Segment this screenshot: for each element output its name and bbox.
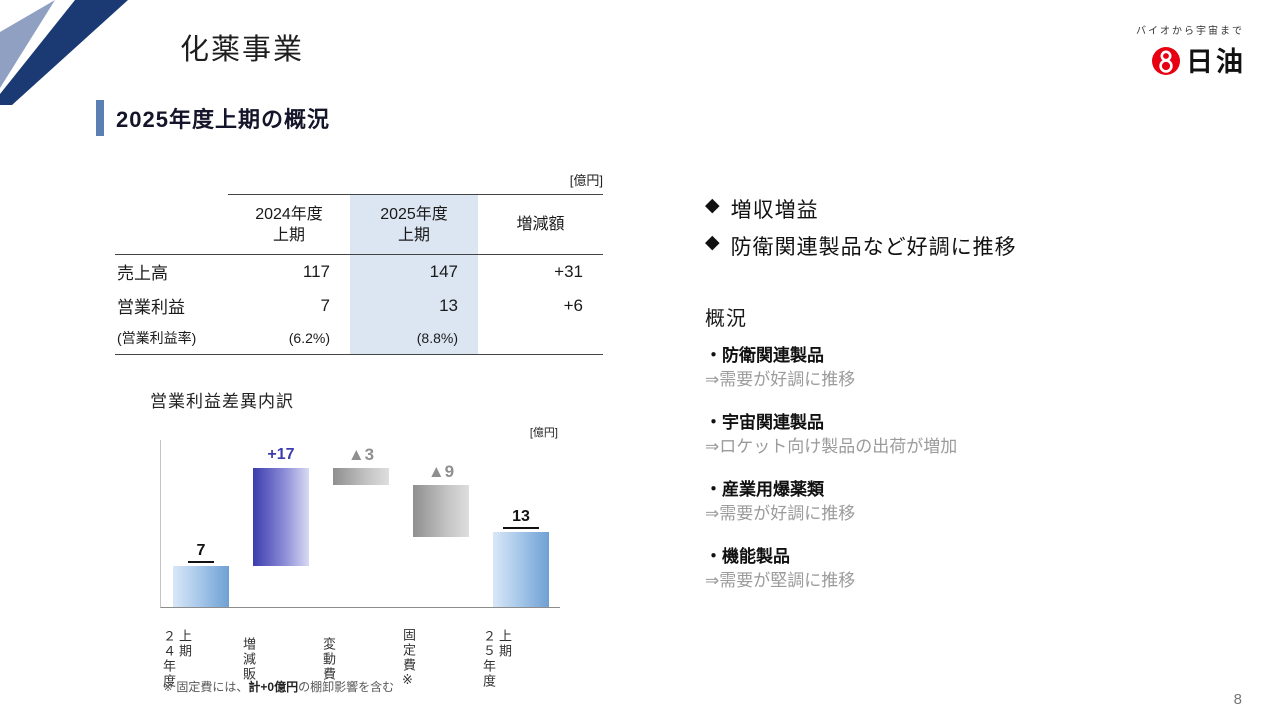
chart-footnote: ※ 固定費には、計+0億円の棚卸影響を含む: [163, 680, 395, 694]
section-heading-text: 2025年度上期の概況: [116, 107, 330, 132]
cell-change: +6: [563, 295, 583, 315]
table-row: 営業利益 7 13 +6: [115, 288, 603, 323]
accent-bar: [96, 100, 104, 136]
waterfall-bar-column: 7: [161, 541, 241, 607]
overview-section: 概況 ・防衛関連製品 ⇒需要が好調に推移 ・宇宙関連製品 ⇒ロケット向け製品の出…: [705, 302, 957, 612]
diamond-bullet-icon: ◆: [705, 195, 721, 216]
table-header-empty: [115, 194, 228, 255]
overview-item-title: ・産業用爆薬類: [705, 480, 824, 499]
waterfall-value-label: 7: [187, 541, 215, 564]
waterfall-value-label: +17: [267, 445, 295, 463]
chart-title: 営業利益差異内訳: [150, 392, 294, 411]
waterfall-bar: [173, 566, 229, 607]
overview-item-desc: ⇒需要が好調に推移: [705, 370, 856, 389]
row-label: 売上高: [117, 264, 168, 284]
overview-item-desc: ⇒需要が好調に推移: [705, 504, 856, 523]
highlight-text: 防衛関連製品など好調に推移: [730, 236, 1017, 259]
page-title: 化薬事業: [180, 34, 305, 66]
overview-item-desc: ⇒ロケット向け製品の出荷が増加: [705, 437, 958, 456]
waterfall-bar-column: ▲3: [321, 445, 401, 607]
row-label: 営業利益: [117, 298, 185, 317]
overview-item: ・産業用爆薬類 ⇒需要が好調に推移: [705, 478, 957, 526]
table-unit-label: [億円]: [569, 173, 603, 188]
diamond-bullet-icon: ◆: [705, 232, 721, 253]
table-row: 売上高 117 147 +31: [115, 254, 603, 289]
row-label: (営業利益率): [115, 322, 228, 355]
waterfall-value-label: ▲9: [427, 462, 455, 482]
financial-table: 2024年度 上期 2025年度 上期 増減額 売上高 117 147 +31 …: [115, 194, 603, 355]
overview-item: ・宇宙関連製品 ⇒ロケット向け製品の出荷が増加: [705, 411, 957, 459]
cell-fy2025: 147: [350, 254, 478, 289]
waterfall-bar: [253, 467, 309, 567]
highlights: ◆ 増収増益 ◆ 防衛関連製品など好調に推移: [705, 194, 1017, 268]
logo-mark-icon: [1152, 46, 1180, 75]
waterfall-value-label: ▲3: [347, 444, 375, 464]
highlight-item: ◆ 防衛関連製品など好調に推移: [705, 231, 1017, 261]
table-header-row: 2024年度 上期 2025年度 上期 増減額: [115, 194, 603, 255]
table-header-fy2025: 2025年度 上期: [350, 194, 478, 255]
cell-change: [478, 322, 603, 355]
cell-fy2025: 13: [350, 288, 478, 323]
section-heading: 2025年度上期の概況: [96, 100, 330, 136]
waterfall-bar: [493, 531, 549, 607]
overview-item-title: ・宇宙関連製品: [705, 413, 824, 432]
waterfall-bar-column: 13: [481, 507, 561, 607]
overview-item: ・防衛関連製品 ⇒需要が好調に推移: [705, 344, 957, 392]
overview-item: ・機能製品 ⇒需要が堅調に推移: [705, 545, 957, 593]
table-header-change: 増減額: [478, 194, 603, 255]
overview-heading: 概況: [705, 308, 747, 330]
logo-text: 日油: [1186, 47, 1246, 77]
highlight-text: 増収増益: [730, 199, 819, 222]
waterfall-chart: 7 +17 ▲3 ▲9 13: [160, 440, 560, 608]
page-number: 8: [1233, 691, 1242, 708]
waterfall-category-label: 増減販: [241, 636, 256, 682]
overview-item-desc: ⇒需要が堅調に推移: [705, 571, 856, 590]
logo-tagline: バイオから宇宙まで: [1136, 26, 1244, 37]
chart-unit-label: [億円]: [529, 427, 558, 439]
overview-item-title: ・機能製品: [705, 547, 790, 566]
cell-fy2024: 7: [320, 295, 330, 315]
cell-change: +31: [554, 261, 583, 281]
overview-item-title: ・防衛関連製品: [705, 346, 824, 365]
cell-fy2024: 117: [302, 261, 330, 281]
waterfall-category-label: 変動費: [321, 636, 336, 682]
highlight-item: ◆ 増収増益: [705, 194, 1017, 224]
corner-decoration: [0, 0, 128, 105]
cell-fy2025: (8.8%): [350, 322, 478, 355]
waterfall-bar-column: ▲9: [401, 462, 481, 607]
table-row: (営業利益率) (6.2%) (8.8%): [115, 322, 603, 355]
waterfall-category-label: ２４年度 上期: [161, 629, 192, 689]
logo: バイオから宇宙まで 日油: [1136, 22, 1246, 79]
waterfall-category-label: 固定費※: [401, 628, 416, 690]
waterfall-bar: [333, 467, 389, 486]
table-header-fy2024: 2024年度 上期: [228, 194, 350, 255]
waterfall-bar-column: +17: [241, 445, 321, 607]
waterfall-value-label: 13: [503, 507, 539, 529]
waterfall-category-labels: ２４年度 上期 増減販 変動費 固定費※ ２５年度 上期: [160, 613, 560, 705]
waterfall-category-label: ２５年度 上期: [481, 629, 512, 689]
waterfall-bar: [413, 485, 469, 538]
cell-fy2024: (6.2%): [228, 322, 350, 355]
